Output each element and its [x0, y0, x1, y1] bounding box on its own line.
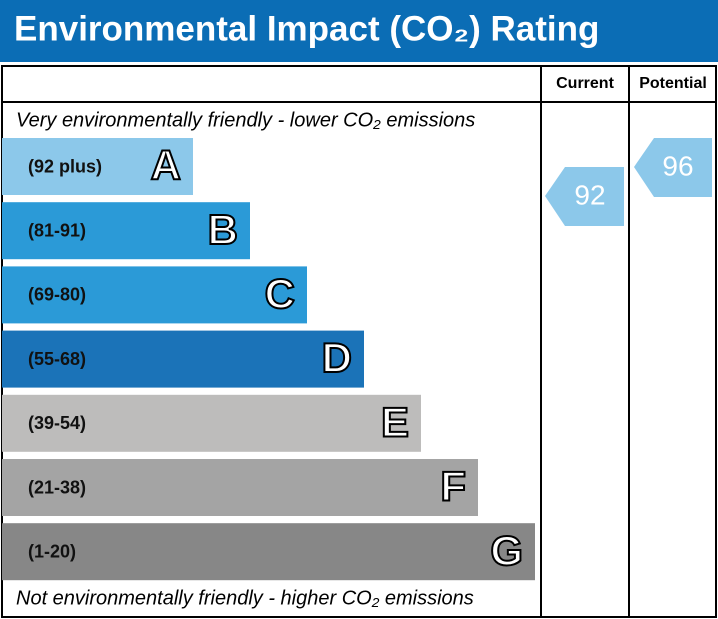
band-bar	[2, 459, 478, 516]
band-letter: F	[440, 463, 466, 510]
column-header: Current	[556, 75, 614, 92]
top-note: Very environmentally friendly - lower CO…	[16, 109, 475, 131]
band-letter: D	[322, 334, 352, 381]
band-range: (81-91)	[28, 220, 86, 240]
band-range: (21-38)	[28, 477, 86, 497]
column-header: Potential	[639, 75, 707, 92]
title-bar	[0, 0, 718, 62]
potential-arrow	[634, 138, 712, 197]
band-letter: G	[490, 527, 523, 574]
band-range: (39-54)	[28, 413, 86, 433]
potential-rating: 96	[662, 150, 693, 181]
current-rating: 92	[574, 179, 605, 210]
band-range: (92 plus)	[28, 156, 102, 176]
band-range: (69-80)	[28, 285, 86, 305]
band-bar	[2, 202, 250, 260]
band-range: (1-20)	[28, 541, 76, 561]
current-arrow	[545, 167, 624, 226]
band-range: (55-68)	[28, 349, 86, 369]
band-bar	[2, 523, 535, 581]
band-bar	[2, 330, 364, 388]
band-letter: C	[265, 270, 295, 317]
bottom-note: Not environmentally friendly - higher CO…	[16, 587, 474, 609]
band-letter: B	[208, 206, 238, 253]
band-letter: E	[381, 398, 409, 445]
band-bar	[2, 266, 307, 324]
title: Environmental Impact (CO₂) Rating	[14, 9, 599, 48]
band-bar	[2, 138, 193, 195]
band-letter: A	[151, 142, 181, 189]
band-bar	[2, 394, 421, 452]
